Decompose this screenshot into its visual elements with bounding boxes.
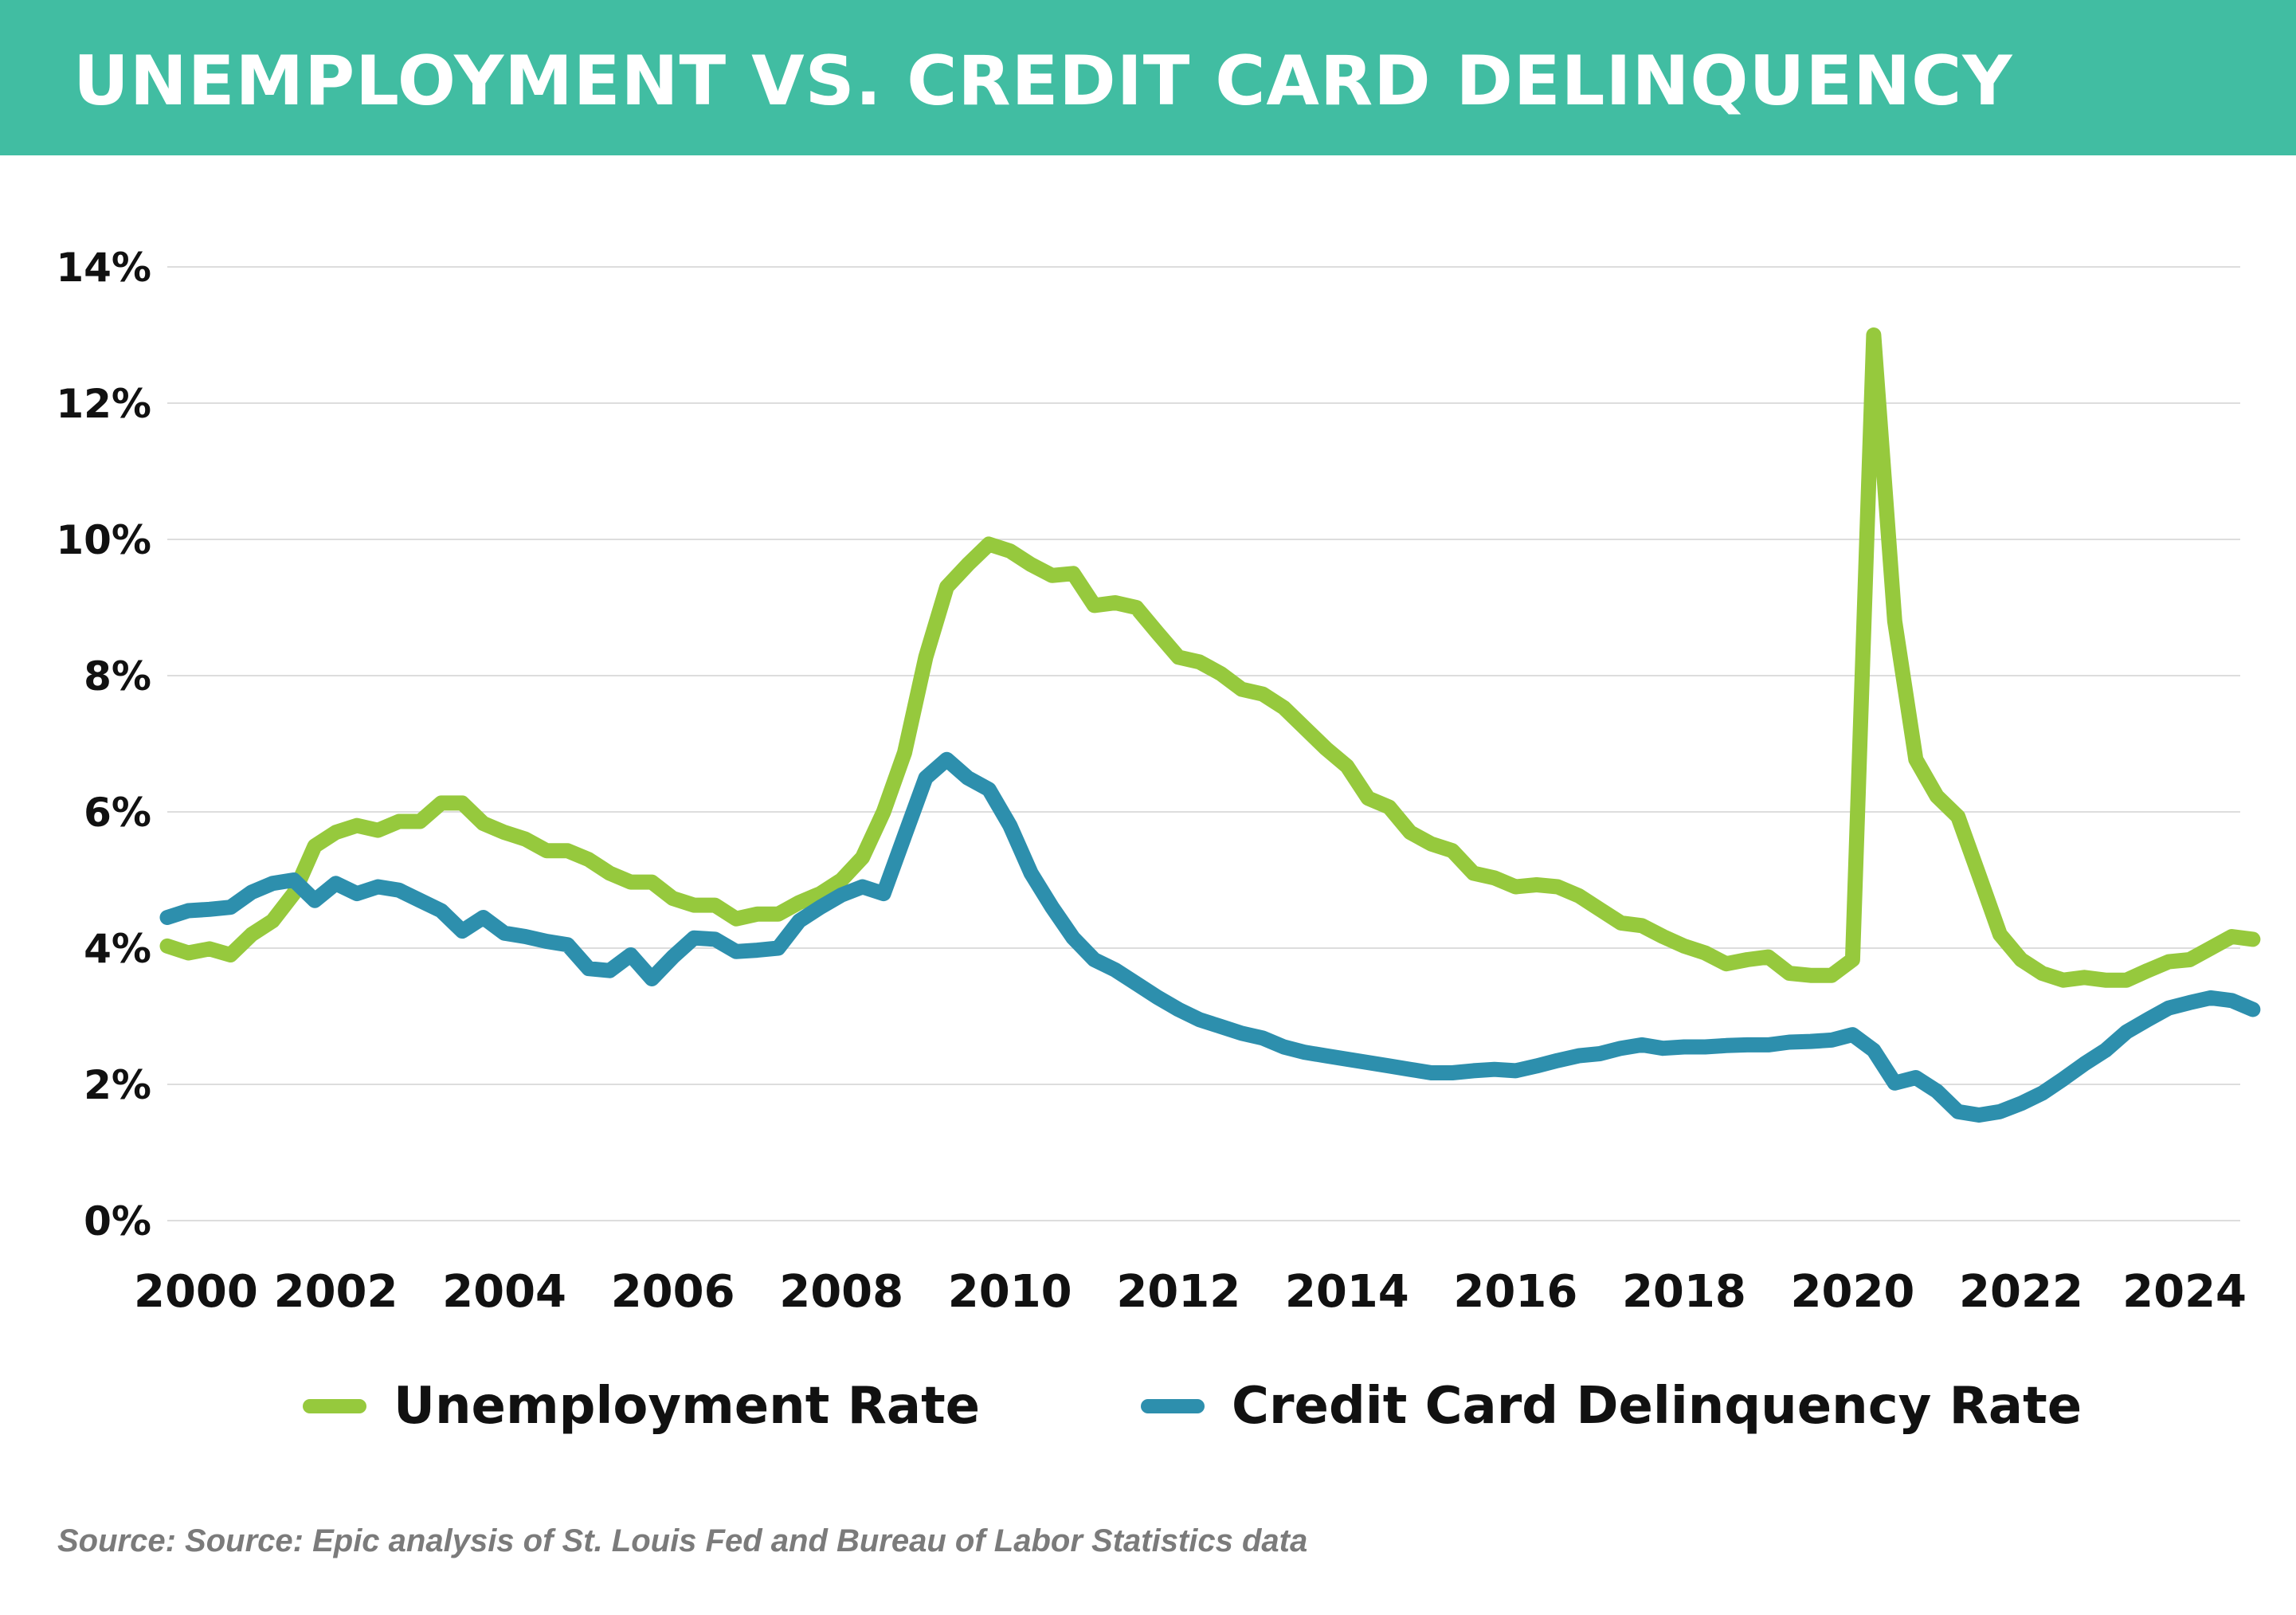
chart-title: UNEMPLOYMENT VS. CREDIT CARD DELINQUENCY xyxy=(73,41,2013,121)
x-tick-label: 2000 xyxy=(134,1266,258,1318)
y-tick-label: 14% xyxy=(56,245,151,291)
y-tick-label: 10% xyxy=(56,517,151,563)
x-tick-label: 2004 xyxy=(442,1266,566,1318)
legend-label-credit-card-delinquency-rate: Credit Card Delinquency Rate xyxy=(1232,1377,2082,1436)
x-tick-label: 2020 xyxy=(1791,1266,1915,1318)
y-tick-label: 12% xyxy=(56,381,151,427)
legend-swatch-unemployment-rate xyxy=(303,1399,366,1413)
y-axis-tick-labels: 0% 2% 4% 6% 8% 10% 12% 14% xyxy=(56,245,151,1245)
x-tick-label: 2012 xyxy=(1116,1266,1240,1318)
x-tick-label: 2024 xyxy=(2122,1266,2247,1318)
x-tick-label: 2008 xyxy=(779,1266,903,1318)
x-tick-label: 2016 xyxy=(1453,1266,1577,1318)
x-tick-label: 2006 xyxy=(611,1266,735,1318)
x-tick-label: 2014 xyxy=(1285,1266,1409,1318)
x-tick-label: 2010 xyxy=(948,1266,1072,1318)
y-tick-label: 0% xyxy=(84,1198,151,1245)
source-note: Source: Source: Epic analysis of St. Lou… xyxy=(57,1523,1308,1558)
gridlines xyxy=(167,266,2240,1221)
y-tick-label: 2% xyxy=(84,1062,151,1108)
y-tick-label: 4% xyxy=(84,926,151,972)
legend-item-credit-card-delinquency-rate: Credit Card Delinquency Rate xyxy=(1141,1374,2082,1438)
legend-item-unemployment-rate: Unemployment Rate xyxy=(303,1374,980,1438)
legend-label-unemployment-rate: Unemployment Rate xyxy=(394,1377,981,1436)
line-chart: 0% 2% 4% 6% 8% 10% 12% 14% 2000 2002 2004 2006 2008… xyxy=(56,245,2261,1318)
title-banner: UNEMPLOYMENT VS. CREDIT CARD DELINQUENCY xyxy=(0,0,2296,155)
y-tick-label: 6% xyxy=(84,790,151,836)
x-tick-label: 2022 xyxy=(1959,1266,2083,1318)
x-tick-label: 2002 xyxy=(274,1266,398,1318)
legend: Unemployment Rate Credit Card Delinquenc… xyxy=(0,1374,2296,1438)
x-axis-tick-labels: 2000 2002 2004 2006 2008 2010 2012 2014 2016 2018… xyxy=(134,1266,2247,1318)
y-tick-label: 8% xyxy=(84,653,151,700)
series-line-unemployment-rate xyxy=(159,327,2261,988)
x-tick-label: 2018 xyxy=(1622,1266,1746,1318)
series-line-credit-card-delinquency-rate xyxy=(159,751,2261,1123)
series-lines xyxy=(159,327,2261,1123)
legend-swatch-credit-card-delinquency-rate xyxy=(1141,1399,1205,1413)
